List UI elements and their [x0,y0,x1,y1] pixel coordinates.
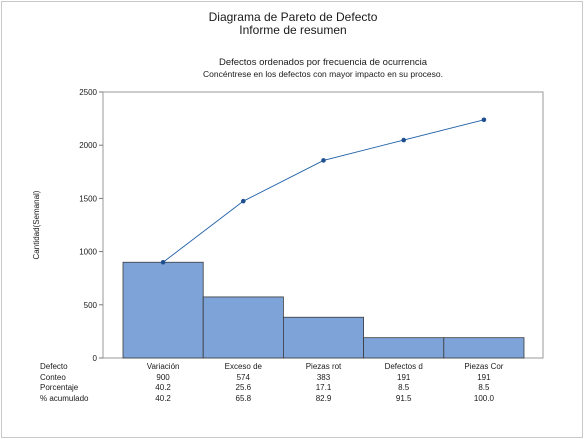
chart-title: Diagrama de Pareto de Defecto [208,10,378,24]
y-tick-label: 2000 [79,141,97,150]
table-row-label: Defecto [40,362,68,371]
category-label: Exceso de [225,362,263,371]
category-label: Variación [147,362,180,371]
percent-value: 8.5 [478,383,490,392]
y-tick-label: 1000 [79,248,97,257]
table-row-label: % acumulado [40,394,89,403]
cumulative-point-5 [481,117,487,123]
percent-value: 17.1 [316,383,332,392]
cumulative-point-3 [321,158,326,163]
category-label: Piezas Cor [464,362,503,371]
plot-subtitle: Concéntrese en los defectos con mayor im… [202,69,444,79]
category-label: Piezas rot [306,362,342,371]
bar-5 [443,337,525,359]
y-tick-label: 1500 [79,194,97,203]
y-tick-label: 0 [93,354,98,363]
count-value: 900 [156,373,170,382]
table-row-label: Conteo [40,373,66,382]
bar-2 [202,296,284,359]
plot-title: Defectos ordenados por frecuencia de ocu… [218,57,428,68]
count-value: 191 [477,373,491,382]
cumulative-percent-value: 65.8 [236,394,252,403]
chart-subtitle: Informe de resumen [239,23,347,37]
bar-3 [282,316,364,359]
table-row-label: Porcentaje [40,383,79,392]
count-value: 383 [317,373,331,382]
bar-4 [363,337,445,359]
cumulative-percent-value: 91.5 [396,394,412,403]
bar-1 [122,261,204,359]
cumulative-point-1 [160,259,166,265]
category-label: Defectos d [385,362,423,371]
cumulative-percent-value: 40.2 [155,394,171,403]
cumulative-point-2 [241,198,246,204]
percent-value: 8.5 [398,383,410,392]
cumulative-percent-value: 82.9 [316,394,332,403]
y-axis-label: Cantidad(Semanal) [32,190,41,259]
count-value: 191 [397,373,411,382]
count-value: 574 [237,373,251,382]
y-tick-label: 2500 [79,88,97,97]
percent-value: 40.2 [155,383,171,392]
cumulative-percent-value: 100.0 [474,394,495,403]
percent-value: 25.6 [236,383,252,392]
cumulative-point-4 [401,137,407,143]
y-tick-label: 500 [84,301,98,310]
